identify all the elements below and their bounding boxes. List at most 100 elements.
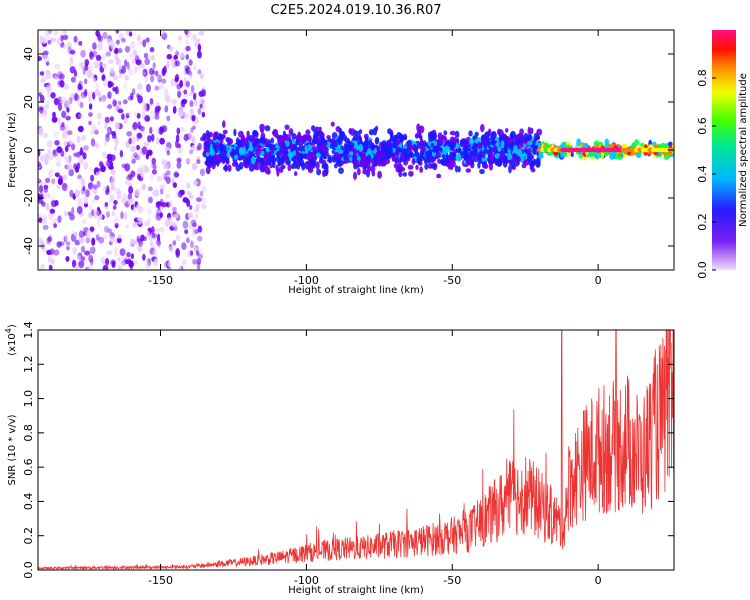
spectrogram-blob: [47, 192, 51, 199]
spectrogram-blob: [483, 148, 489, 154]
spectrogram-blob: [481, 157, 486, 162]
spectrogram-blob: [105, 51, 112, 57]
spectrogram-blob: [131, 158, 136, 164]
spectrogram-blob: [76, 151, 81, 158]
spectrogram-blob: [535, 162, 541, 168]
spectrogram-blob: [437, 137, 444, 147]
spectrogram-blob: [342, 150, 347, 156]
spectrogram-blob: [311, 125, 316, 132]
spectrogram-blob: [108, 195, 114, 203]
spectrogram-blob: [363, 158, 369, 165]
spectrogram-blob: [95, 171, 101, 176]
y-tick-label: -20: [22, 189, 35, 207]
spectrogram-blob: [634, 139, 640, 146]
spectrogram-blob: [408, 170, 414, 177]
spectrogram-blob: [142, 39, 147, 48]
spectrogram-blob: [90, 129, 95, 136]
y-tick-label: 0.6: [22, 458, 35, 476]
spectrogram-blob: [617, 154, 623, 160]
spectrogram-blob: [183, 133, 189, 142]
spectrogram-blob: [145, 230, 150, 239]
spectrogram-blob: [177, 106, 183, 113]
spectrogram-blob: [74, 189, 81, 198]
spectrogram-blob: [503, 141, 509, 148]
spectrogram-blob: [140, 63, 145, 69]
spectrogram-blob: [113, 216, 120, 225]
spectrogram-blob: [106, 126, 112, 135]
spectrogram-blob: [109, 161, 114, 169]
spectrogram-blob: [78, 235, 85, 244]
spectrogram-blob: [153, 258, 158, 267]
spectrogram-blob: [175, 249, 180, 259]
spectrogram-blob: [82, 152, 87, 160]
spectrogram-blob: [102, 63, 107, 69]
spectrogram-blob: [134, 111, 138, 117]
spectrogram-blob: [192, 33, 197, 41]
spectrogram-blob: [472, 143, 478, 152]
spectrogram-blob: [114, 145, 118, 152]
spectrogram-blob: [396, 163, 403, 171]
spectrogram-blob: [461, 138, 467, 144]
spectrogram-blob: [151, 232, 156, 238]
spectrogram-blob: [56, 161, 61, 167]
spectrogram-blob: [46, 202, 50, 211]
spectrogram-blob: [237, 156, 243, 161]
spectrogram-blob: [77, 100, 83, 108]
spectrogram-blob: [110, 183, 115, 190]
spectrogram-blob: [430, 163, 437, 169]
spectrogram-blob: [508, 164, 512, 174]
spectrogram-blob: [119, 33, 124, 40]
spectrogram-blob: [260, 128, 264, 134]
spectrogram-blob: [166, 97, 171, 106]
spectrogram-blob: [128, 31, 133, 37]
spectrogram-blob: [141, 71, 146, 76]
spectrogram-blob: [164, 87, 168, 96]
spectrogram-blob: [416, 156, 423, 165]
spectrogram-blob: [278, 166, 284, 173]
spectrogram-blob: [139, 125, 145, 132]
spectrogram-blob: [61, 110, 67, 119]
spectrogram-blob: [49, 208, 56, 214]
spectrogram-blob: [465, 158, 472, 166]
spectrogram-blob: [84, 89, 88, 97]
spectrogram-blob: [318, 145, 323, 152]
spectrogram-blob: [326, 135, 331, 140]
spectrogram-blob: [52, 73, 58, 79]
spectrogram-blob: [164, 261, 169, 268]
spectrogram-blob: [92, 91, 96, 100]
spectrogram-blob: [178, 265, 182, 270]
spectrogram-blob: [349, 156, 353, 162]
spectrogram-blob: [95, 30, 100, 37]
spectrogram-blob: [315, 136, 320, 142]
spectrogram-blob: [130, 92, 134, 101]
spectrogram-blob: [107, 80, 113, 89]
spectrogram-blob: [199, 190, 204, 197]
spectrogram-blob: [111, 133, 117, 139]
spectrogram-blob: [98, 35, 103, 43]
spectrogram-blob: [150, 133, 155, 142]
colorbar-tick-label: 0.4: [696, 165, 709, 183]
spectrogram-blob: [175, 49, 179, 56]
spectrogram-blob: [636, 153, 642, 158]
spectrogram-blob: [142, 253, 146, 261]
spectrogram-blob: [137, 82, 143, 91]
spectrogram-blob: [222, 129, 228, 135]
spectrogram-blob: [102, 31, 108, 40]
spectrogram-blob: [150, 55, 155, 61]
spectrogram-blob: [43, 109, 48, 116]
spectrogram-blob: [198, 31, 205, 36]
spectrogram-blob: [88, 254, 94, 263]
spectrogram-blob: [177, 143, 182, 149]
spectrogram-blob: [498, 155, 503, 163]
spectrogram-blob: [77, 174, 82, 180]
spectrogram-blob: [158, 226, 165, 233]
spectrogram-blob: [193, 246, 198, 252]
spectrogram-blob: [40, 263, 46, 270]
spectrogram-blob: [52, 149, 59, 158]
spectrogram-blob: [108, 59, 114, 64]
y-tick-label: 0.0: [22, 561, 35, 579]
spectrogram-blob: [455, 143, 460, 149]
spectrogram-blob: [287, 163, 292, 172]
spectrogram-blob: [88, 103, 93, 110]
spectrogram-blob: [505, 128, 509, 133]
